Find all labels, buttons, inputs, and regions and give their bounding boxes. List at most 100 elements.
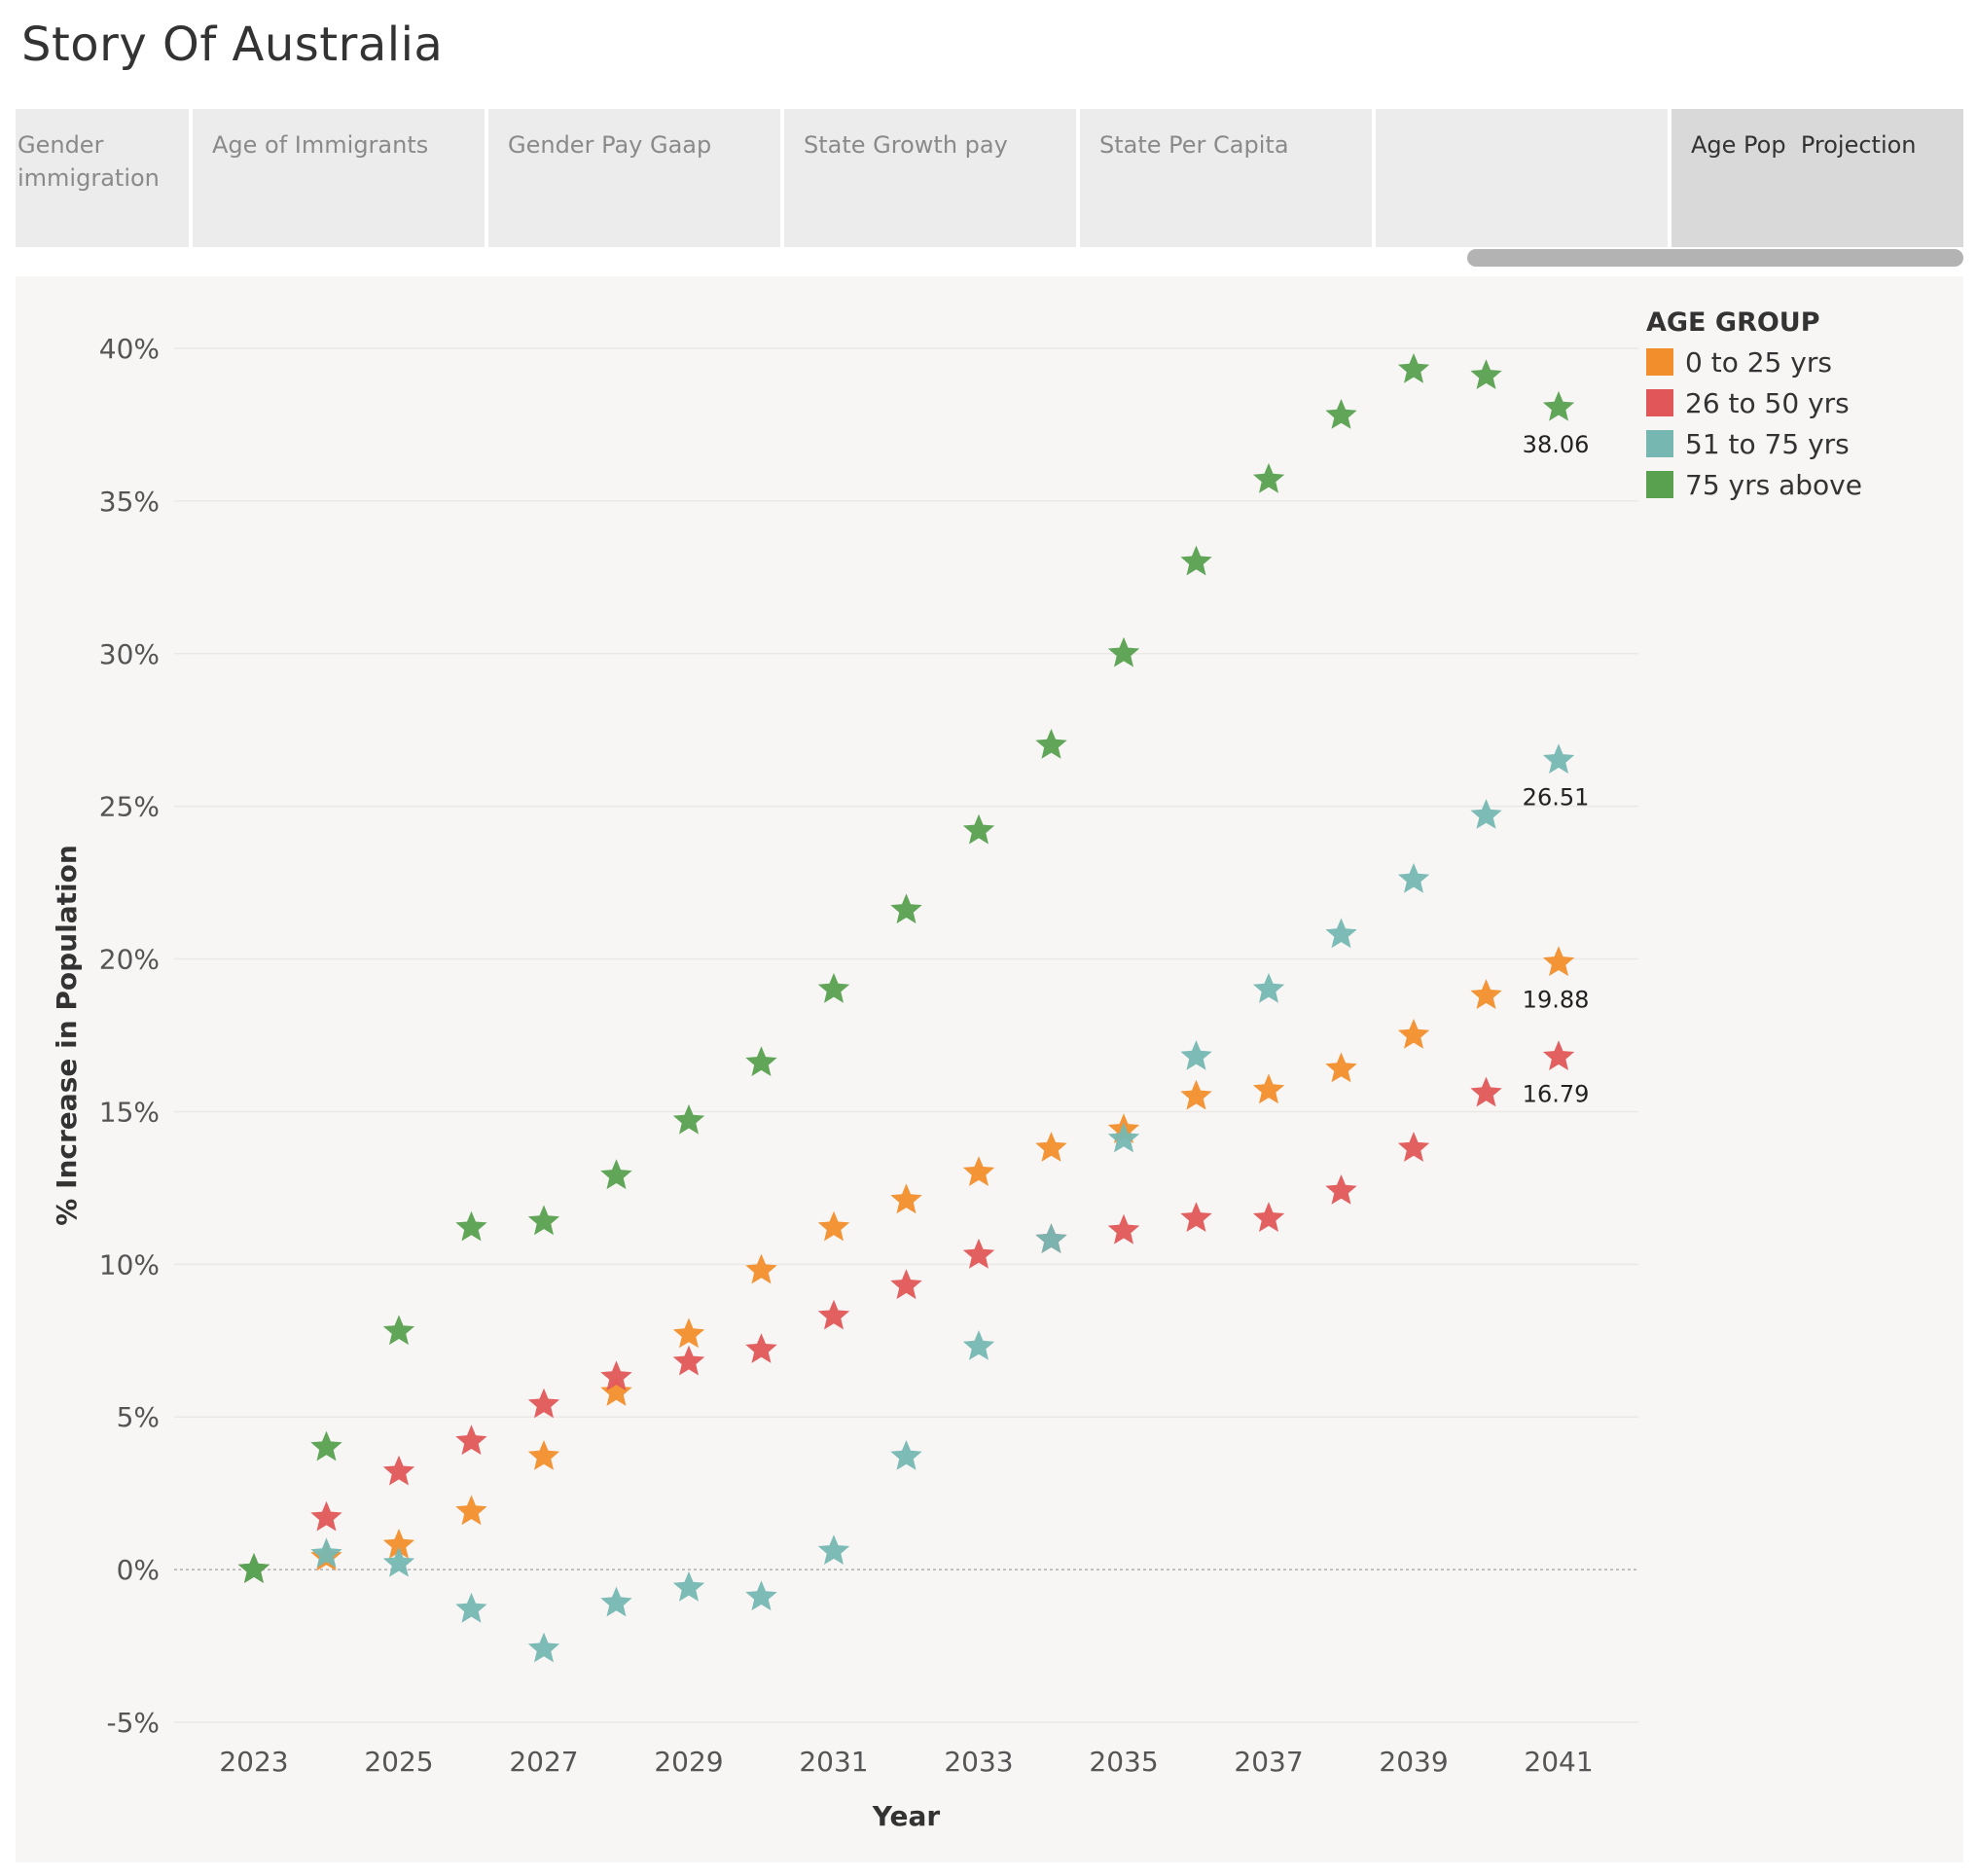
y-tick-label: -5% <box>106 1707 160 1739</box>
data-point <box>1035 728 1067 759</box>
data-label: 16.79 <box>1523 1080 1590 1107</box>
story-scrollbar[interactable] <box>1467 249 1963 267</box>
data-point <box>890 893 922 924</box>
data-point <box>1325 1052 1357 1083</box>
legend-swatch <box>1646 389 1673 416</box>
data-label: 19.88 <box>1523 986 1590 1013</box>
data-point <box>527 1205 560 1236</box>
data-point <box>962 813 995 845</box>
tab-state-growth-pay[interactable]: State Growth pay <box>784 109 1076 247</box>
data-label: 26.51 <box>1523 783 1590 811</box>
data-point <box>962 1156 995 1186</box>
data-point <box>672 1103 705 1135</box>
legend-item-51-to-75[interactable]: 51 to 75 yrs <box>1646 423 1862 464</box>
x-tick-label: 2031 <box>799 1746 868 1778</box>
data-point <box>1252 1202 1285 1232</box>
data-point <box>600 1159 632 1190</box>
x-tick-label: 2029 <box>654 1746 723 1778</box>
legend-item-0-to-25[interactable]: 0 to 25 yrs <box>1646 342 1862 382</box>
tab-gender-immigration[interactable]: Gender immigration <box>16 109 189 247</box>
data-point <box>1397 353 1430 383</box>
data-point <box>1542 743 1575 774</box>
data-point <box>890 1183 922 1214</box>
tab-age-pop-projection[interactable]: Age Pop Projection <box>1671 109 1963 247</box>
data-point <box>1542 1040 1575 1070</box>
data-point <box>817 1299 850 1330</box>
legend: AGE GROUP 0 to 25 yrs 26 to 50 yrs 51 to… <box>1646 307 1862 505</box>
data-point <box>745 1333 777 1363</box>
data-point <box>237 1553 270 1583</box>
data-point <box>310 1537 342 1569</box>
data-point <box>890 1440 922 1470</box>
x-tick-label: 2025 <box>364 1746 433 1778</box>
story-navigator: Gender immigration Age of Immigrants Gen… <box>16 109 1963 247</box>
story-title: Story Of Australia <box>21 18 444 72</box>
chart-panel: -5% 0% 5% 10% 15% 20% 25% 30% 35% 40% 2023 2025 2027… <box>16 276 1963 1862</box>
data-label: 38.06 <box>1523 431 1590 458</box>
tab-age-of-immigrants[interactable]: Age of Immigrants <box>193 109 485 247</box>
data-point <box>745 1046 777 1076</box>
tab-blank[interactable] <box>1376 109 1668 247</box>
y-tick-label: 35% <box>99 486 160 518</box>
tab-state-per-capita[interactable]: State Per Capita <box>1080 109 1372 247</box>
data-point <box>745 1253 777 1284</box>
x-tick-label: 2023 <box>219 1746 288 1778</box>
data-point <box>1180 545 1212 576</box>
y-tick-label: 25% <box>99 791 160 823</box>
data-point <box>382 1455 415 1486</box>
data-point <box>455 1592 487 1623</box>
data-point <box>600 1586 632 1617</box>
y-tick-label: 0% <box>117 1554 160 1586</box>
data-point <box>382 1529 415 1559</box>
data-point <box>1180 1040 1212 1070</box>
data-point <box>1542 946 1575 977</box>
tab-gender-pay-gaap[interactable]: Gender Pay Gaap <box>488 109 780 247</box>
legend-label: 51 to 75 yrs <box>1685 427 1850 460</box>
legend-swatch <box>1646 430 1673 457</box>
data-point <box>672 1317 705 1349</box>
data-point <box>1035 1223 1067 1253</box>
data-point <box>817 972 850 1003</box>
data-point <box>455 1210 487 1242</box>
data-point <box>1252 1073 1285 1104</box>
data-point <box>1107 636 1140 667</box>
data-point <box>310 1430 342 1461</box>
tab-label: Age Pop Projection <box>1691 131 1917 159</box>
data-point <box>600 1360 632 1391</box>
scatter-chart: -5% 0% 5% 10% 15% 20% 25% 30% 35% 40% 2023 2025 2027… <box>51 333 1638 1832</box>
data-point <box>672 1345 705 1376</box>
data-point <box>1107 1122 1140 1153</box>
data-point <box>1397 1132 1430 1162</box>
data-point <box>1180 1202 1212 1232</box>
legend-label: 0 to 25 yrs <box>1685 345 1832 379</box>
data-point <box>310 1500 342 1532</box>
data-point <box>455 1495 487 1526</box>
y-tick-label: 10% <box>99 1248 160 1281</box>
x-axis-title: Year <box>872 1800 941 1832</box>
data-point <box>1252 462 1285 493</box>
legend-item-26-to-50[interactable]: 26 to 50 yrs <box>1646 382 1862 423</box>
data-point <box>600 1376 632 1406</box>
data-point <box>382 1315 415 1346</box>
data-point <box>1325 1174 1357 1205</box>
y-axis-title: % Increase in Population <box>51 845 83 1226</box>
data-point <box>1325 918 1357 949</box>
data-point <box>527 1388 560 1419</box>
tab-label: Gender immigration <box>18 131 160 192</box>
x-tick-label: 2039 <box>1379 1746 1448 1778</box>
x-tick-label: 2037 <box>1234 1746 1303 1778</box>
data-point <box>527 1440 560 1470</box>
legend-item-75-above[interactable]: 75 yrs above <box>1646 464 1862 505</box>
data-point <box>1470 1076 1502 1107</box>
legend-label: 26 to 50 yrs <box>1685 386 1850 419</box>
data-point <box>1470 799 1502 829</box>
data-point <box>890 1269 922 1300</box>
data-point <box>1542 390 1575 421</box>
legend-label: 75 yrs above <box>1685 468 1862 501</box>
data-point <box>817 1210 850 1242</box>
y-tick-label: 30% <box>99 638 160 670</box>
data-point <box>1252 972 1285 1003</box>
tab-label: Age of Immigrants <box>212 131 429 159</box>
data-point <box>1470 979 1502 1009</box>
x-tick-label: 2033 <box>944 1746 1013 1778</box>
